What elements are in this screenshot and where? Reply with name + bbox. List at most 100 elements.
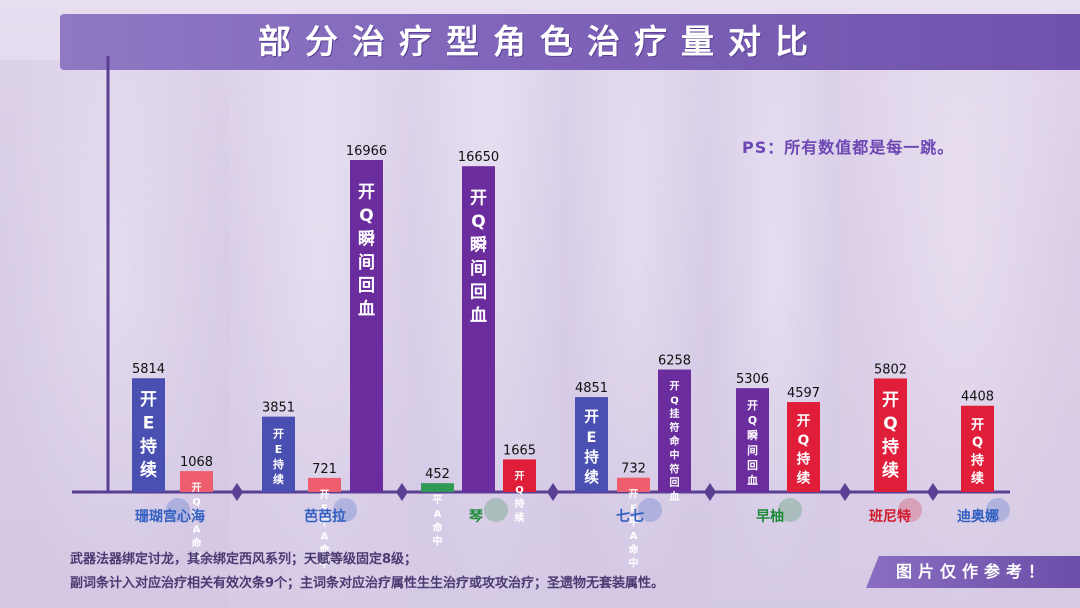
- bar-inner-label-char: 命: [628, 543, 640, 556]
- bar: [503, 459, 536, 492]
- bar: [262, 416, 295, 492]
- bar-inner-label-char: 平: [192, 510, 202, 522]
- bar-inner-label-char: 中: [433, 535, 443, 548]
- bar-inner-label-char: 平: [629, 516, 639, 528]
- chart-title: 部分治疗型角色治疗量对比: [258, 22, 822, 61]
- element-emblem-icon: [484, 498, 508, 522]
- category-label: 迪奥娜: [957, 508, 999, 525]
- bar-inner-label-char: 持: [882, 436, 899, 457]
- bar-inner-label-char: 回: [747, 458, 758, 472]
- reference-tag: 图片仅作参考！: [866, 556, 1080, 588]
- category-separator: [704, 483, 716, 501]
- bar-inner-label-char: E: [630, 503, 637, 514]
- bar-inner-label-char: 续: [584, 468, 599, 486]
- bar-value-label: 1665: [503, 443, 536, 458]
- bar-inner-label-char: E: [587, 429, 597, 446]
- bar-inner-label-char: A: [321, 531, 329, 542]
- footer-note-weapons: 武器法器绑定讨龙，其余绑定西风系列；天赋等级固定8级；: [70, 552, 418, 567]
- bar-inner-label-char: A: [193, 525, 201, 536]
- bar-value-label: 732: [621, 462, 646, 477]
- element-emblem-icon: [986, 498, 1010, 522]
- bar-inner-label-char: 血: [470, 305, 487, 326]
- bar-inner-label-char: Q: [192, 497, 201, 508]
- bar-inner-label-char: 续: [140, 460, 157, 481]
- bar-inner-label-char: 瞬: [470, 235, 487, 256]
- bar-value-label: 4408: [961, 390, 994, 405]
- bar-inner-label-char: 命: [669, 435, 681, 448]
- bar-inner-label-char: 续: [971, 471, 984, 487]
- bar-value-label: 5306: [736, 372, 769, 387]
- bar-value-label: 5814: [132, 362, 165, 377]
- bar-inner-label-char: Q: [798, 433, 810, 449]
- category-label: 珊瑚宫心海: [135, 508, 205, 525]
- bar-value-label: 721: [312, 462, 337, 477]
- element-emblem-icon: [778, 498, 802, 522]
- footer-note-substats: 副词条计入对应治疗相关有效次条9个；主词条对应治疗属性生生治疗或攻攻治疗；圣遗物…: [70, 576, 665, 591]
- bar-inner-label-char: 中: [192, 550, 202, 563]
- bar-inner-label-char: 开: [273, 428, 284, 441]
- bar-inner-label-char: A: [434, 509, 442, 520]
- bar-inner-label-char: 开: [140, 390, 157, 410]
- bar-value-label: 5802: [874, 362, 907, 377]
- bar-inner-label-char: 间: [358, 252, 375, 273]
- bar-inner-label-char: 中: [320, 557, 330, 570]
- bar-inner-label-char: E: [275, 443, 283, 456]
- bar: [180, 471, 213, 492]
- bar: [961, 405, 994, 492]
- bar-inner-label-char: 回: [470, 282, 487, 302]
- bar: [575, 397, 608, 492]
- bar-inner-label-char: 命: [191, 536, 203, 549]
- bar-value-label: 4597: [787, 386, 820, 401]
- bar-value-label: 452: [425, 467, 450, 482]
- bar-inner-label-char: 瞬: [358, 228, 375, 249]
- bar-inner-label-char: Q: [748, 414, 757, 427]
- bar-inner-label-char: 平: [433, 494, 443, 506]
- category-label: 七七: [616, 509, 644, 525]
- bar-inner-label-char: 平: [320, 516, 330, 528]
- bar-inner-label-char: 瞬: [747, 428, 758, 442]
- bar-inner-label-char: 开: [670, 381, 680, 393]
- bar-inner-label-char: 续: [273, 472, 284, 486]
- category-separator: [927, 483, 939, 501]
- bar-value-label: 4851: [575, 381, 608, 396]
- bar: [462, 166, 495, 492]
- bar-inner-label-char: 命: [432, 521, 444, 534]
- background-art-kokomi: [0, 60, 230, 608]
- bar-value-label: 3851: [262, 401, 295, 416]
- bar-inner-label-char: 挂: [670, 407, 680, 420]
- bar-inner-label-char: 回: [358, 276, 375, 296]
- category-separator: [547, 483, 559, 501]
- bar-inner-label-char: Q: [471, 212, 485, 232]
- title-banner: [60, 14, 1080, 70]
- bar-value-label: 6258: [658, 354, 691, 369]
- bar-inner-label-char: Q: [359, 206, 373, 226]
- bar-inner-label-char: 持: [140, 436, 157, 457]
- bar-inner-label-char: 间: [747, 444, 758, 457]
- bar-inner-label-char: 血: [747, 473, 758, 487]
- bar-value-label: 16650: [458, 150, 499, 165]
- bar-value-label: 1068: [180, 455, 213, 470]
- bar-inner-label-char: 中: [670, 449, 680, 462]
- bar-inner-label-char: 持: [273, 457, 284, 471]
- bar-inner-label-char: 续: [797, 469, 811, 486]
- bar-inner-label-char: Q: [883, 414, 897, 434]
- bar-value-label: 16966: [346, 144, 387, 159]
- element-emblem-icon: [333, 498, 357, 522]
- bar-inner-label-char: 开: [747, 399, 758, 412]
- bar-inner-label-char: Q: [972, 436, 983, 451]
- bar-inner-label-char: Q: [515, 485, 524, 496]
- bar-inner-label-char: 持: [797, 451, 811, 468]
- bar-inner-label-char: A: [630, 531, 638, 542]
- bar-inner-label-char: Q: [670, 395, 679, 406]
- bar-inner-label-char: 开: [192, 482, 202, 494]
- category-separator: [839, 483, 851, 501]
- background-art-sayu: [710, 60, 840, 608]
- bar: [421, 483, 454, 492]
- bar: [874, 378, 907, 492]
- background-art-qiqi: [560, 60, 710, 608]
- bar-inner-label-char: 开: [629, 489, 639, 501]
- category-label: 早柚: [756, 508, 784, 525]
- category-separator: [231, 483, 243, 501]
- bar-inner-label-char: 开: [797, 414, 811, 430]
